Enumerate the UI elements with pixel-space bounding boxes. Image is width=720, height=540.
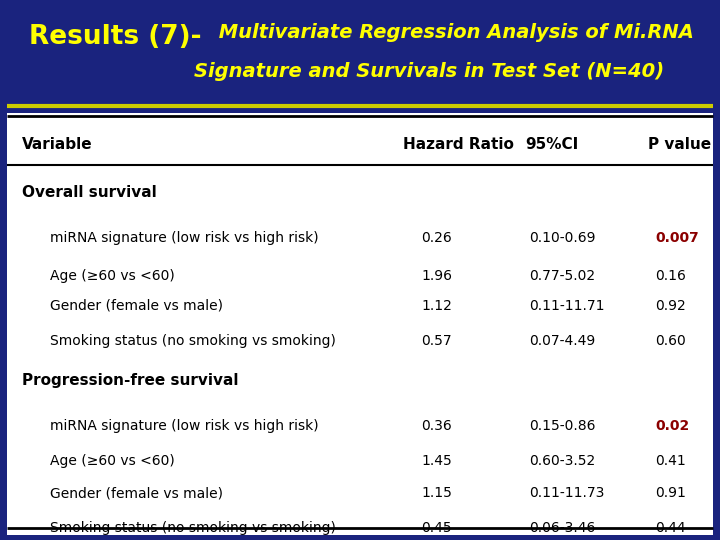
Text: Overall survival: Overall survival — [22, 185, 156, 200]
Text: 0.92: 0.92 — [655, 299, 686, 313]
Text: 0.15-0.86: 0.15-0.86 — [529, 418, 595, 433]
Text: 0.10-0.69: 0.10-0.69 — [529, 231, 595, 245]
Text: 95%CI: 95%CI — [526, 137, 579, 152]
Text: 1.96: 1.96 — [421, 269, 452, 283]
Text: 0.41: 0.41 — [655, 454, 686, 468]
Text: Gender (female vs male): Gender (female vs male) — [50, 299, 223, 313]
Text: Gender (female vs male): Gender (female vs male) — [50, 486, 223, 500]
Text: Smoking status (no smoking vs smoking): Smoking status (no smoking vs smoking) — [50, 521, 336, 535]
Text: Results (7)-: Results (7)- — [29, 24, 202, 50]
Text: Age (≥60 vs <60): Age (≥60 vs <60) — [50, 454, 175, 468]
Text: 0.77-5.02: 0.77-5.02 — [529, 269, 595, 283]
Text: 0.26: 0.26 — [421, 231, 452, 245]
Text: 1.12: 1.12 — [421, 299, 452, 313]
Text: 1.45: 1.45 — [421, 454, 452, 468]
Text: 0.60: 0.60 — [655, 334, 686, 348]
Text: 0.16: 0.16 — [655, 269, 686, 283]
Text: Variable: Variable — [22, 137, 92, 152]
Text: Age (≥60 vs <60): Age (≥60 vs <60) — [50, 269, 175, 283]
Text: 0.36: 0.36 — [421, 418, 452, 433]
Text: Progression-free survival: Progression-free survival — [22, 373, 238, 388]
Text: Signature and Survivals in Test Set (N=40): Signature and Survivals in Test Set (N=4… — [194, 62, 665, 81]
Text: 0.57: 0.57 — [421, 334, 452, 348]
Text: P value: P value — [648, 137, 711, 152]
Text: 0.60-3.52: 0.60-3.52 — [529, 454, 595, 468]
Text: 1.15: 1.15 — [421, 486, 452, 500]
Text: 0.91: 0.91 — [655, 486, 686, 500]
Text: 0.06-3.46: 0.06-3.46 — [529, 521, 595, 535]
Text: Multivariate Regression Analysis of Mi.RNA: Multivariate Regression Analysis of Mi.R… — [212, 23, 694, 42]
Text: 0.44: 0.44 — [655, 521, 686, 535]
Text: 0.45: 0.45 — [421, 521, 452, 535]
Text: 0.11-11.73: 0.11-11.73 — [529, 486, 605, 500]
Text: 0.07-4.49: 0.07-4.49 — [529, 334, 595, 348]
Text: miRNA signature (low risk vs high risk): miRNA signature (low risk vs high risk) — [50, 418, 319, 433]
Text: 0.007: 0.007 — [655, 231, 699, 245]
Text: 0.11-11.71: 0.11-11.71 — [529, 299, 605, 313]
Text: miRNA signature (low risk vs high risk): miRNA signature (low risk vs high risk) — [50, 231, 319, 245]
Text: Hazard Ratio: Hazard Ratio — [403, 137, 514, 152]
FancyBboxPatch shape — [7, 113, 713, 535]
Text: 0.02: 0.02 — [655, 418, 690, 433]
Text: Smoking status (no smoking vs smoking): Smoking status (no smoking vs smoking) — [50, 334, 336, 348]
